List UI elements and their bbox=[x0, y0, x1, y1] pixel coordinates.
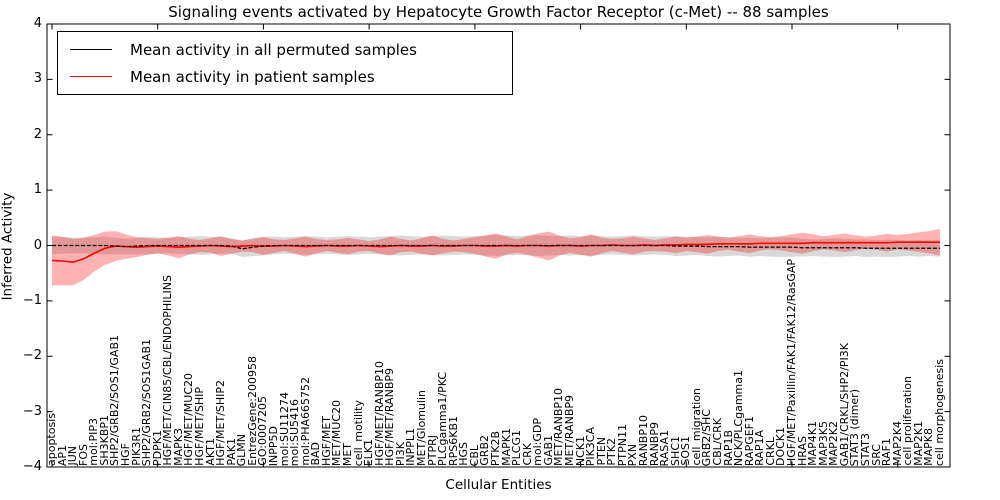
y-tick-label: −3 bbox=[22, 403, 42, 419]
y-tick-label: 1 bbox=[33, 182, 42, 198]
legend-label-permuted: Mean activity in all permuted samples bbox=[130, 40, 417, 59]
legend-label-patient: Mean activity in patient samples bbox=[130, 67, 375, 86]
tick-marks bbox=[47, 23, 950, 468]
chart-title: Signaling events activated by Hepatocyte… bbox=[168, 3, 829, 21]
y-tick-label: 3 bbox=[33, 71, 42, 87]
legend-row-patient: Mean activity in patient samples bbox=[70, 68, 512, 86]
legend-line-patient-icon bbox=[70, 76, 112, 77]
y-tick-label: −1 bbox=[22, 292, 42, 308]
x-tick-label: cell morphogenesis bbox=[933, 358, 946, 466]
x-axis-label: Cellular Entities bbox=[445, 477, 552, 493]
std-band bbox=[52, 228, 940, 286]
mean-line bbox=[52, 244, 940, 250]
legend-line-permuted-icon bbox=[70, 49, 112, 50]
y-tick-label: 4 bbox=[33, 16, 42, 31]
legend-row-permuted: Mean activity in all permuted samples bbox=[70, 41, 512, 59]
legend: Mean activity in all permuted samples Me… bbox=[57, 31, 513, 95]
y-tick-label: −2 bbox=[22, 348, 42, 364]
y-tick-label: −4 bbox=[22, 459, 42, 474]
y-tick-label: 2 bbox=[33, 126, 42, 142]
y-tick-label: 0 bbox=[33, 237, 42, 253]
x-tick-label: HGF/MET/Paxillin/FAK1/FAK12/RasGAP bbox=[785, 258, 798, 466]
